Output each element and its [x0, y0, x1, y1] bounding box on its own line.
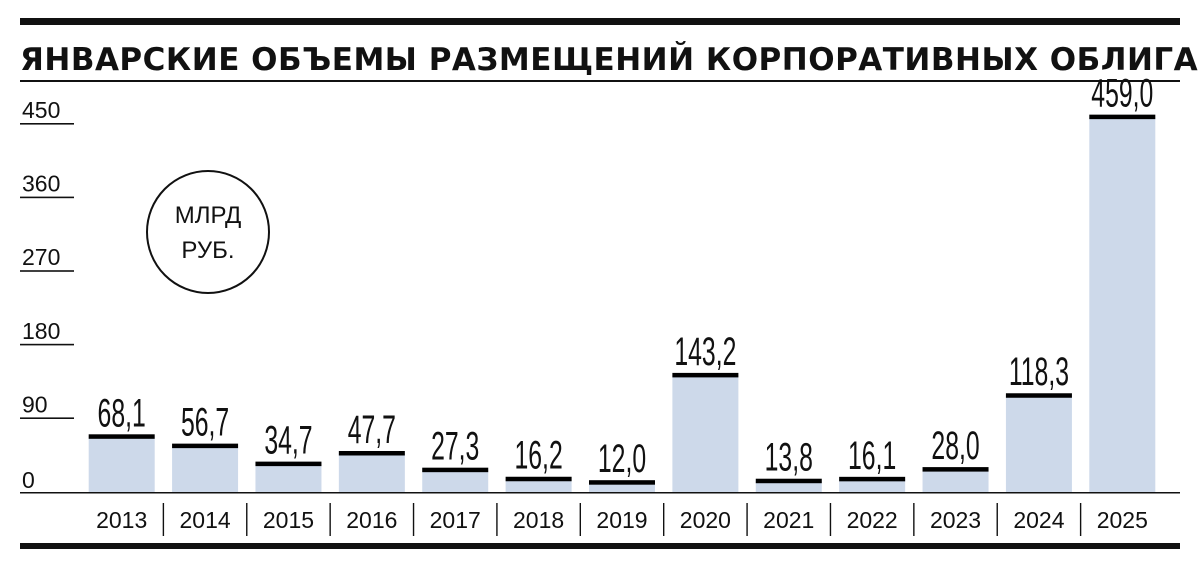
y-tick-label: 270	[22, 244, 60, 270]
bar-value-label: 28,0	[931, 424, 979, 468]
bar-value-label: 56,7	[181, 401, 229, 445]
bar	[422, 469, 489, 492]
bar	[505, 478, 572, 492]
bar-cap	[505, 476, 572, 482]
bars-group: 68,1 2013 56,7 2014 34,7 2015 47,7 2016 27,3 2017…	[20, 72, 1180, 536]
x-tick-label: 2013	[96, 507, 147, 533]
x-tick-label: 2021	[763, 507, 814, 533]
bar	[172, 445, 239, 492]
y-tick-line	[20, 196, 74, 199]
x-tick-label: 2022	[847, 507, 898, 533]
x-tick-label: 2018	[513, 507, 564, 533]
bar-cap	[172, 443, 239, 449]
x-axis-baseline	[20, 492, 1180, 494]
bar-cap	[755, 478, 822, 484]
bar-value-label: 16,2	[514, 434, 562, 478]
x-tick-label: 2019	[596, 507, 647, 533]
bar-value-label: 118,3	[1009, 350, 1069, 394]
unit-label-line-1: МЛРД	[175, 202, 241, 229]
bar-cap	[338, 450, 405, 456]
bar	[672, 374, 739, 492]
bar-value-label: 47,7	[348, 408, 396, 452]
unit-circle: МЛРД РУБ.	[146, 170, 270, 294]
chart-title: ЯНВАРСКИЕ ОБЪЕМЫ РАЗМЕЩЕНИЙ КОРПОРАТИВНЫ…	[20, 42, 1200, 78]
y-tick-label: 360	[22, 171, 60, 197]
x-tick-label: 2025	[1097, 507, 1148, 533]
bar	[839, 478, 906, 492]
x-tick-label: 2020	[680, 507, 731, 533]
bar-cap	[1005, 393, 1072, 398]
bar	[1089, 116, 1156, 492]
bottom-rule	[20, 543, 1180, 549]
bar-cap	[422, 467, 489, 473]
bar-cap	[922, 467, 989, 472]
x-tick-label: 2024	[1013, 507, 1064, 533]
bar	[338, 452, 405, 492]
bar-value-label: 27,3	[431, 425, 479, 469]
bar-value-label: 34,7	[264, 419, 312, 463]
y-axis: 0 90 180 270 360 450	[20, 97, 74, 493]
y-tick-label: 180	[22, 318, 60, 344]
unit-label-line-2: РУБ.	[181, 237, 234, 264]
y-tick-line	[20, 270, 74, 272]
bar-value-label: 12,0	[598, 437, 646, 481]
x-tick-label: 2016	[346, 507, 397, 533]
x-tick-label: 2023	[930, 507, 981, 533]
bar-value-label: 459,0	[1091, 72, 1153, 116]
bar	[1005, 395, 1072, 492]
x-tick-label: 2014	[179, 507, 230, 533]
bar-value-label: 16,1	[848, 434, 896, 478]
bar	[88, 436, 155, 492]
x-tick-label: 2017	[430, 507, 481, 533]
bar-value-label: 13,8	[765, 436, 813, 480]
y-tick-line	[20, 417, 74, 419]
bar-value-label: 68,1	[98, 391, 146, 435]
bar-cap	[672, 372, 739, 378]
bar	[755, 480, 822, 492]
bar	[589, 482, 655, 492]
top-rule	[20, 18, 1180, 25]
y-tick-label: 450	[22, 97, 60, 123]
bar	[922, 469, 989, 492]
unit-circle-outline	[146, 170, 270, 294]
y-tick-line	[20, 343, 74, 346]
bar-value-label: 143,2	[674, 330, 736, 374]
x-tick-label: 2015	[263, 507, 314, 533]
bar-cap	[839, 476, 906, 482]
y-tick-label: 0	[22, 467, 35, 493]
bar-cap	[88, 434, 155, 439]
y-tick-label: 90	[22, 391, 48, 417]
bar-cap	[255, 461, 322, 467]
bar-cap	[589, 480, 655, 485]
y-tick-line	[20, 123, 74, 125]
title-underline	[20, 80, 1180, 82]
bar	[255, 463, 322, 492]
bar-cap	[1089, 114, 1156, 120]
